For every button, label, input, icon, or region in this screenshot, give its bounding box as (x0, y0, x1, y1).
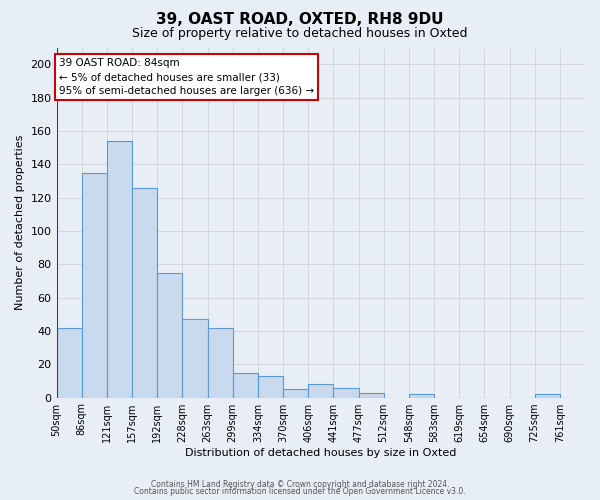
Bar (283, 389, 308, 398)
Bar (535, 394, 560, 398)
Bar (182, 319, 208, 398)
Bar (359, 392, 383, 398)
Bar (233, 372, 258, 398)
Text: 39, OAST ROAD, OXTED, RH8 9DU: 39, OAST ROAD, OXTED, RH8 9DU (156, 12, 444, 28)
Bar (132, 188, 157, 398)
Y-axis label: Number of detached properties: Number of detached properties (15, 135, 25, 310)
Text: Contains public sector information licensed under the Open Government Licence v3: Contains public sector information licen… (134, 488, 466, 496)
X-axis label: Distribution of detached houses by size in Oxted: Distribution of detached houses by size … (185, 448, 457, 458)
Bar (308, 384, 334, 398)
Bar (334, 388, 359, 398)
Bar (208, 328, 233, 398)
Bar (82, 172, 107, 398)
Text: Size of property relative to detached houses in Oxted: Size of property relative to detached ho… (132, 28, 468, 40)
Text: Contains HM Land Registry data © Crown copyright and database right 2024.: Contains HM Land Registry data © Crown c… (151, 480, 449, 489)
Bar (56, 328, 82, 398)
Bar (157, 272, 182, 398)
Text: 39 OAST ROAD: 84sqm
← 5% of detached houses are smaller (33)
95% of semi-detache: 39 OAST ROAD: 84sqm ← 5% of detached hou… (59, 58, 314, 96)
Bar (258, 376, 283, 398)
Bar (409, 394, 434, 398)
Bar (107, 141, 132, 398)
